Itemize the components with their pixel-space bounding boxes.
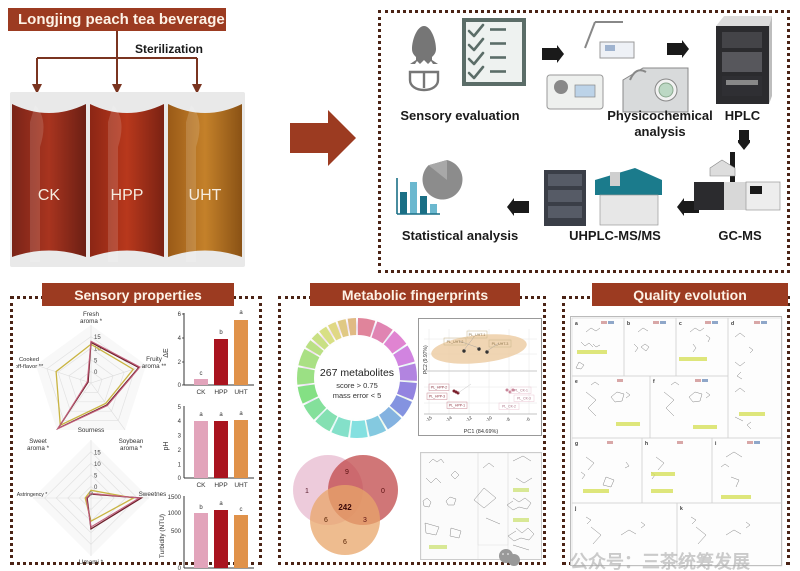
svg-text:10: 10 [94,462,101,468]
svg-text:off-flavor **: off-flavor ** [16,364,44,370]
svg-text:1500: 1500 [168,495,182,501]
svg-text:a: a [219,501,223,507]
svg-text:5: 5 [178,405,182,411]
svg-text:PL_CK-1: PL_CK-1 [514,389,528,393]
svg-text:-12: -12 [465,415,474,423]
svg-text:15: 15 [94,335,101,341]
svg-text:score > 0.75: score > 0.75 [336,381,377,390]
svg-text:a: a [199,412,203,418]
svg-text:a: a [239,411,243,417]
svg-text:UHT: UHT [234,389,247,396]
svg-text:9: 9 [345,469,349,476]
svg-text:4: 4 [178,336,182,342]
svg-text:HPP: HPP [111,187,144,204]
svg-text:-6: -6 [525,416,532,423]
svg-text:0: 0 [381,488,385,495]
svg-text:b: b [219,330,223,336]
svg-text:PL_UHT-3: PL_UHT-3 [492,342,509,346]
svg-text:PL_UHT-2: PL_UHT-2 [447,340,464,344]
svg-text:ΔE: ΔE [163,348,170,358]
svg-text:b: b [627,321,630,327]
svg-text:500: 500 [171,529,182,535]
svg-text:PL_CK-2: PL_CK-2 [502,405,516,409]
svg-text:242: 242 [338,503,352,512]
svg-text:g: g [575,441,578,447]
svg-text:HPP: HPP [214,389,227,396]
svg-text:e: e [575,379,578,385]
svg-text:h: h [645,441,648,447]
svg-text:267 metabolites: 267 metabolites [320,367,394,379]
svg-text:-8: -8 [505,416,512,423]
svg-text:1000: 1000 [168,511,182,517]
svg-text:CK: CK [38,187,61,204]
svg-text:2: 2 [178,360,182,366]
svg-text:0: 0 [178,383,182,389]
svg-text:a: a [239,310,243,316]
svg-text:PL_HPP-2: PL_HPP-2 [431,386,447,390]
svg-text:f: f [653,379,655,385]
svg-text:PC2 (9.97%): PC2 (9.97%) [423,345,429,374]
svg-text:4: 4 [178,419,182,425]
svg-text:0: 0 [178,566,182,571]
svg-text:1: 1 [178,463,182,469]
svg-text:Astringency *: Astringency * [17,492,48,498]
svg-text:0: 0 [178,476,182,482]
svg-text:PL_CK-3: PL_CK-3 [517,397,531,401]
svg-text:b: b [199,505,203,511]
svg-text:-15: -15 [425,415,434,423]
svg-text:Cooked: Cooked [19,357,39,363]
svg-text:15: 15 [94,450,101,456]
svg-text:UHT: UHT [189,187,222,204]
svg-text:aroma *: aroma * [80,318,103,325]
svg-text:2: 2 [178,448,182,454]
svg-text:j: j [574,506,577,512]
svg-text:Fresh: Fresh [83,311,100,318]
svg-text:PC1 (84.69%): PC1 (84.69%) [464,429,499,435]
svg-text:i: i [715,441,717,447]
svg-text:3: 3 [363,517,367,524]
svg-text:CK: CK [196,389,206,396]
svg-text:6: 6 [343,539,347,546]
svg-text:PL_UHT-1: PL_UHT-1 [469,333,486,337]
svg-text:PL_HPP-3: PL_HPP-3 [429,395,445,399]
svg-text:a: a [219,412,223,418]
svg-text:mass error < 5: mass error < 5 [333,391,382,400]
svg-text:Turbidity (NTU): Turbidity (NTU) [159,514,166,558]
svg-text:k: k [680,506,683,512]
svg-text:c: c [679,321,682,327]
svg-text:PL_HPP-1: PL_HPP-1 [449,404,465,408]
svg-text:Fruity: Fruity [146,356,163,363]
svg-text:a: a [575,321,578,327]
svg-text:6: 6 [178,312,182,318]
svg-text:Sourness: Sourness [78,427,105,434]
svg-text:d: d [731,321,734,327]
svg-text:c: c [240,507,243,513]
svg-text:Umami *: Umami * [79,559,104,565]
svg-text:c: c [200,371,203,377]
svg-text:-10: -10 [485,415,494,423]
svg-text:pH: pH [163,442,170,451]
svg-text:-14: -14 [445,415,454,423]
svg-text:6: 6 [324,517,328,524]
svg-text:1: 1 [305,488,309,495]
svg-text:3: 3 [178,434,182,440]
